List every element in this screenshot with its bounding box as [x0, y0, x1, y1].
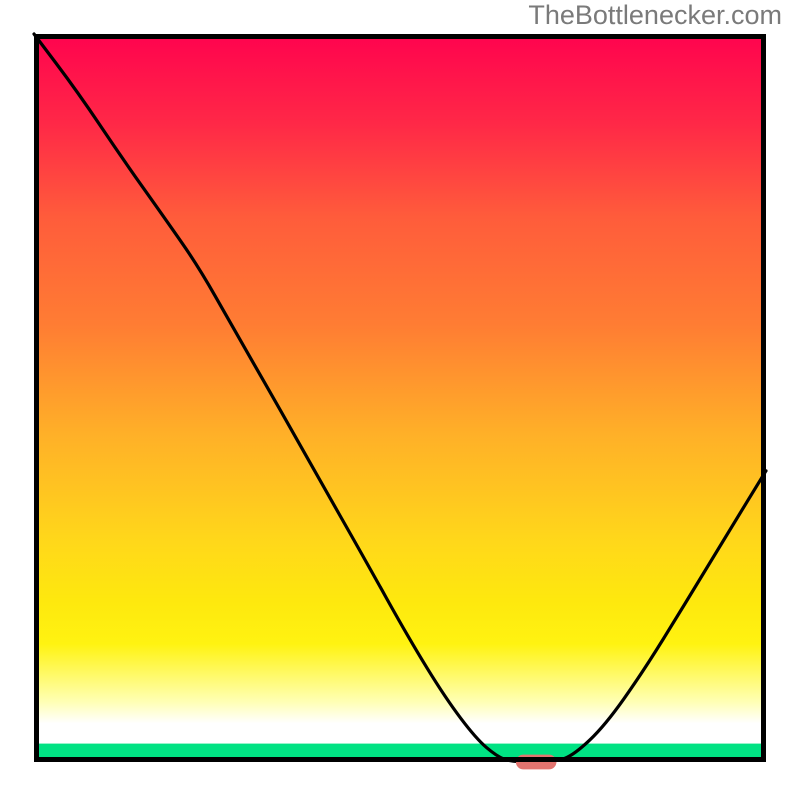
chart-frame: TheBottlenecker.com	[0, 0, 800, 800]
bottleneck-chart	[0, 0, 800, 800]
watermark-text: TheBottlenecker.com	[528, 0, 782, 31]
